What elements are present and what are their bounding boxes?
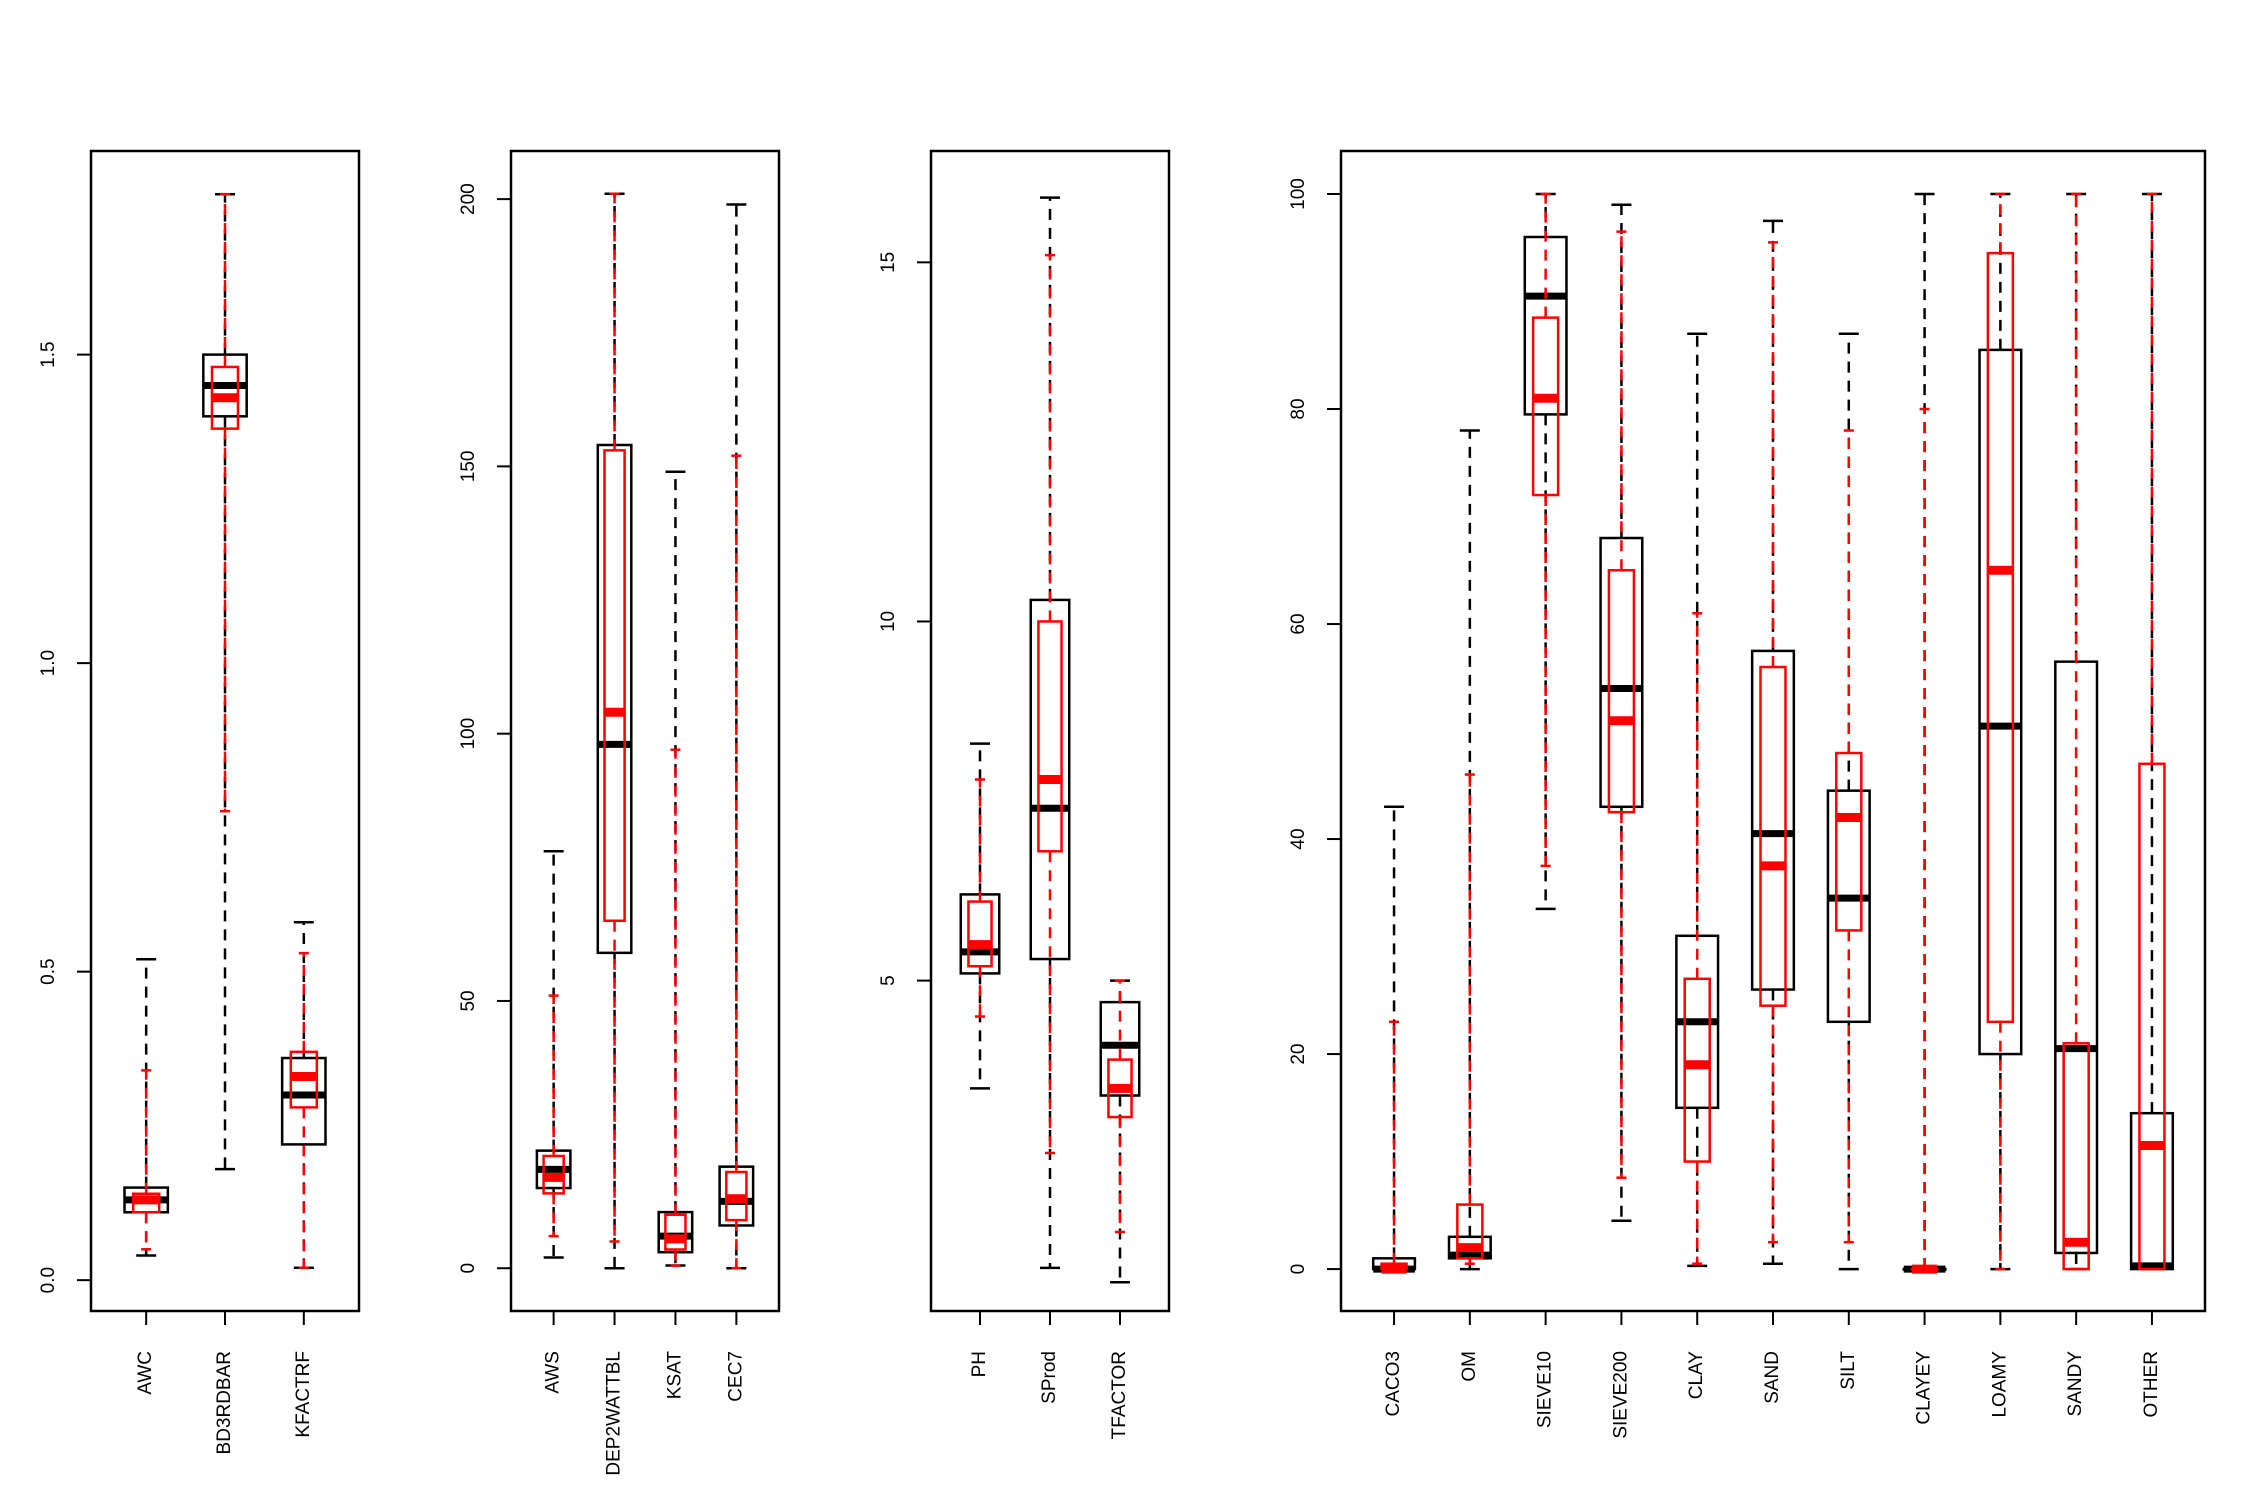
category-label: KFACTRF xyxy=(293,1351,314,1438)
panel-2: 0 50 100 150 200 AWS DEP2WATTBL KSAT CEC7 xyxy=(458,149,781,1476)
category-label: LOAMY xyxy=(1989,1351,2010,1418)
y-tick-label: 150 xyxy=(458,451,479,483)
y-tick-label: 50 xyxy=(458,990,479,1011)
y-tick-label: 100 xyxy=(458,718,479,750)
category-label: CEC7 xyxy=(725,1351,746,1402)
red-box-CLAY xyxy=(1683,612,1711,1265)
iqr-box xyxy=(1531,316,1560,497)
category-label: AWS xyxy=(543,1351,564,1394)
iqr-box xyxy=(664,1213,687,1251)
y-tick-label: 0 xyxy=(458,1263,479,1274)
category-label: OTHER xyxy=(2141,1351,2162,1418)
iqr-box xyxy=(1599,536,1644,809)
iqr-box xyxy=(967,900,993,968)
iqr-box xyxy=(1750,649,1796,991)
red-box-SAND xyxy=(1759,241,1787,1244)
red-box-CLAYEY xyxy=(1910,407,1939,1274)
category-label: SANDY xyxy=(2065,1351,2086,1417)
red-box-AWS xyxy=(542,994,565,1238)
iqr-box xyxy=(1759,665,1787,1007)
y-tick-label: 200 xyxy=(458,183,479,215)
red-box-SIEVE10 xyxy=(1531,192,1560,868)
y-tick-label: 0.0 xyxy=(38,1267,59,1293)
category-label: SAND xyxy=(1762,1351,1783,1404)
category-label: CLAYEY xyxy=(1914,1351,1935,1425)
y-tick-label: 10 xyxy=(878,611,899,632)
panel-1: 0.0 0.5 1.0 1.5 AWC BD3RDBAR KFACTRF xyxy=(38,149,361,1454)
red-box-KFACTRF xyxy=(289,951,319,1270)
red-box-SIEVE200 xyxy=(1607,230,1636,1179)
red-box-CACO3 xyxy=(1380,1020,1408,1274)
black-box-SIEVE200 xyxy=(1599,203,1644,1222)
iqr-box xyxy=(1835,751,1863,932)
red-box-SProd xyxy=(1037,253,1063,1155)
red-box-OTHER xyxy=(2138,192,2166,1271)
panel-4: 0 20 40 60 80 100 CACO3 OM SIEVE10 SIEVE200 CLAY SA… xyxy=(1288,149,2207,1439)
iqr-box xyxy=(1456,1203,1484,1260)
iqr-box xyxy=(603,449,626,923)
category-label: AWC xyxy=(135,1351,156,1395)
panel-3: 5 10 15 PH SProd TFACTOR xyxy=(878,149,1171,1439)
iqr-box xyxy=(2062,1042,2090,1271)
iqr-box xyxy=(280,1056,327,1146)
category-label: DEP2WATTBL xyxy=(604,1351,625,1476)
iqr-box xyxy=(1986,251,2015,1024)
red-box-SILT xyxy=(1835,429,1863,1244)
red-box-AWC xyxy=(131,1069,161,1251)
category-label: PH xyxy=(969,1351,990,1377)
y-tick-label: 5 xyxy=(878,975,899,986)
y-tick-label: 80 xyxy=(1288,398,1309,419)
red-box-OM xyxy=(1456,773,1484,1265)
y-tick-label: 1.5 xyxy=(38,341,59,367)
category-label: CLAY xyxy=(1686,1351,1707,1400)
iqr-box xyxy=(2138,762,2166,1271)
category-label: SIEVE10 xyxy=(1535,1351,1556,1428)
red-box-CEC7 xyxy=(725,454,748,1270)
y-tick-label: 1.0 xyxy=(38,650,59,676)
category-label: BD3RDBAR xyxy=(214,1351,235,1454)
category-label: SIEVE200 xyxy=(1610,1351,1631,1439)
red-box-TFACTOR xyxy=(1107,979,1133,1234)
category-label: SILT xyxy=(1838,1351,1859,1390)
red-box-DEP2WATTBL xyxy=(603,192,626,1243)
category-label: OM xyxy=(1459,1351,1480,1382)
category-label: KSAT xyxy=(664,1351,685,1400)
y-tick-label: 0 xyxy=(1288,1264,1309,1275)
y-tick-label: 20 xyxy=(1288,1043,1309,1064)
category-label: SProd xyxy=(1039,1351,1060,1404)
iqr-box xyxy=(1826,789,1871,1024)
y-tick-label: 100 xyxy=(1288,178,1309,210)
red-box-PH xyxy=(967,778,993,1018)
y-tick-label: 40 xyxy=(1288,828,1309,849)
iqr-box xyxy=(1683,977,1711,1163)
y-tick-label: 15 xyxy=(878,252,899,273)
red-box-SANDY xyxy=(2062,192,2090,1271)
y-tick-label: 0.5 xyxy=(38,958,59,984)
iqr-box xyxy=(1978,348,2023,1056)
category-label: TFACTOR xyxy=(1109,1351,1130,1439)
red-box-LOAMY xyxy=(1986,192,2015,1271)
red-box-KSAT xyxy=(664,748,687,1267)
category-label: CACO3 xyxy=(1383,1351,1404,1416)
iqr-box xyxy=(1607,569,1636,814)
red-box-BD3RDBAR xyxy=(210,192,240,813)
plot-frame xyxy=(509,149,781,1313)
iqr-box xyxy=(1037,620,1063,853)
y-tick-label: 60 xyxy=(1288,613,1309,634)
